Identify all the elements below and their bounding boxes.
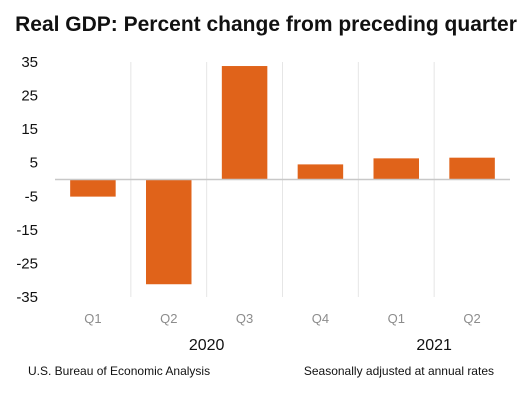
- year-label: 2020: [189, 337, 225, 354]
- y-tick-labels: 35 25 15 5 -5 -15 -25 -35: [16, 54, 38, 306]
- y-tick-label: 15: [21, 121, 38, 138]
- y-tick-label: 5: [30, 155, 38, 172]
- x-tick-label: Q2: [463, 311, 480, 326]
- bar-6: [449, 157, 495, 180]
- y-tick-label: -15: [16, 222, 38, 239]
- y-tick-label: -35: [16, 289, 38, 306]
- y-tick-label: 35: [21, 54, 38, 71]
- bar-2: [146, 179, 192, 285]
- bar-3: [221, 66, 268, 180]
- x-tick-labels: Q1 Q2 Q3 Q4 Q1 Q2: [84, 311, 481, 326]
- source-note: U.S. Bureau of Economic Analysis: [28, 364, 210, 378]
- seasonal-adjustment-note: Seasonally adjusted at annual rates: [304, 364, 494, 378]
- x-tick-label: Q1: [84, 311, 101, 326]
- bars: [70, 66, 495, 285]
- year-group-labels: 2020 2021: [189, 337, 452, 354]
- year-label: 2021: [416, 337, 452, 354]
- x-tick-label: Q4: [312, 311, 329, 326]
- y-tick-label: -25: [16, 255, 38, 272]
- x-tick-label: Q2: [160, 311, 177, 326]
- x-tick-label: Q3: [236, 311, 253, 326]
- bar-1: [70, 179, 116, 197]
- y-tick-label: -5: [25, 188, 38, 205]
- bar-5: [373, 158, 419, 180]
- chart-title: Real GDP: Percent change from preceding …: [15, 13, 517, 36]
- bar-4: [297, 164, 344, 180]
- y-tick-label: 25: [21, 88, 38, 105]
- x-tick-label: Q1: [388, 311, 405, 326]
